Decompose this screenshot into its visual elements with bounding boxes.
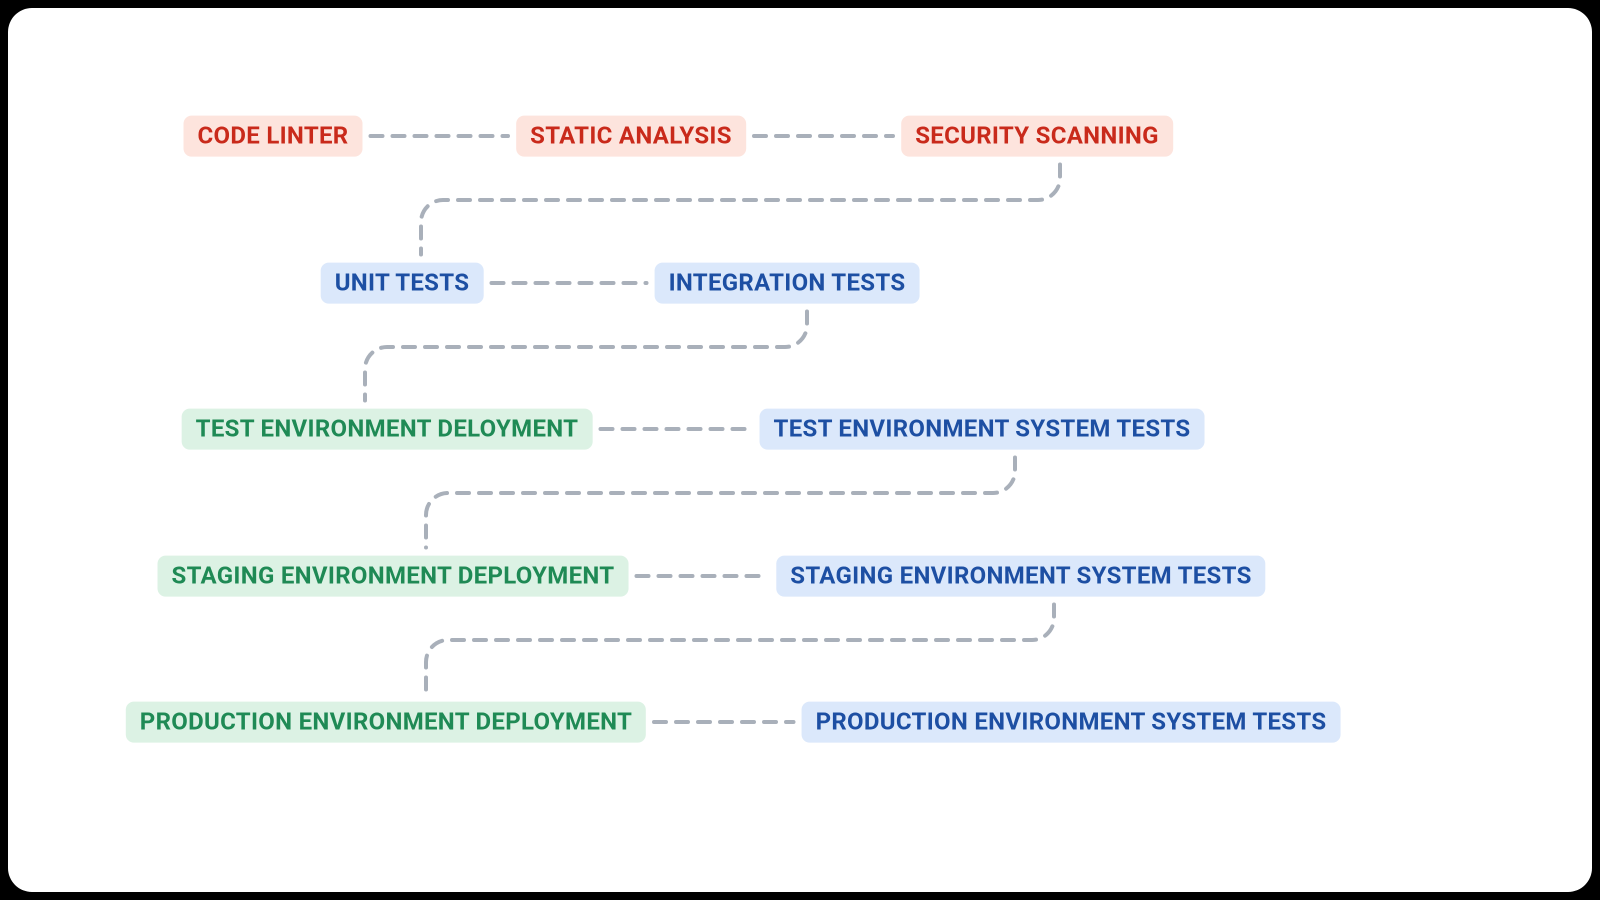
node-label: STATIC ANALYSIS — [530, 122, 732, 150]
node-label: STAGING ENVIRONMENT SYSTEM TESTS — [790, 562, 1251, 590]
node-sec: SECURITY SCANNING — [901, 116, 1173, 157]
node-label: PRODUCTION ENVIRONMENT DEPLOYMENT — [140, 708, 632, 736]
node-testsys: TEST ENVIRONMENT SYSTEM TESTS — [760, 409, 1205, 450]
node-testdeploy: TEST ENVIRONMENT DELOYMENT — [182, 409, 593, 450]
node-unit: UNIT TESTS — [321, 263, 484, 304]
node-integ: INTEGRATION TESTS — [655, 263, 920, 304]
node-label: INTEGRATION TESTS — [669, 269, 906, 297]
node-label: STAGING ENVIRONMENT DEPLOYMENT — [172, 562, 615, 590]
node-label: TEST ENVIRONMENT SYSTEM TESTS — [774, 415, 1191, 443]
node-lint: CODE LINTER — [184, 116, 363, 157]
node-proddeploy: PRODUCTION ENVIRONMENT DEPLOYMENT — [126, 702, 646, 743]
node-label: SECURITY SCANNING — [915, 122, 1159, 150]
node-stagesys: STAGING ENVIRONMENT SYSTEM TESTS — [776, 556, 1265, 597]
node-static: STATIC ANALYSIS — [516, 116, 746, 157]
diagram-card: CODE LINTER STATIC ANALYSIS SECURITY SCANN… — [8, 8, 1592, 892]
node-label: TEST ENVIRONMENT DELOYMENT — [196, 415, 579, 443]
node-prodsys: PRODUCTION ENVIRONMENT SYSTEM TESTS — [802, 702, 1341, 743]
node-label: PRODUCTION ENVIRONMENT SYSTEM TESTS — [816, 708, 1327, 736]
node-label: CODE LINTER — [198, 122, 349, 150]
pipeline-diagram: CODE LINTER STATIC ANALYSIS SECURITY SCANN… — [8, 8, 1592, 892]
node-label: UNIT TESTS — [335, 269, 470, 297]
node-stagedeploy: STAGING ENVIRONMENT DEPLOYMENT — [158, 556, 629, 597]
